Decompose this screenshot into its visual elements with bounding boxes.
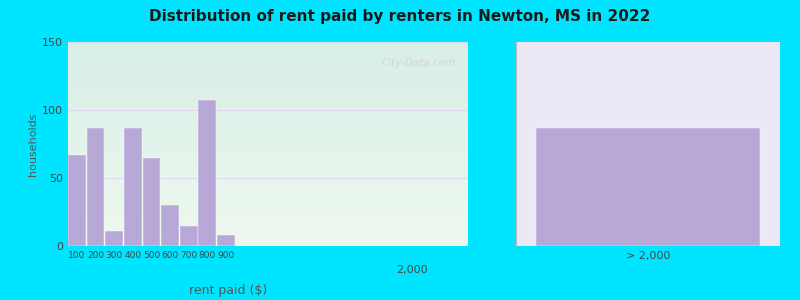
Text: 2,000: 2,000 bbox=[396, 266, 428, 275]
Y-axis label: households: households bbox=[28, 112, 38, 176]
Bar bbox=[106, 231, 123, 246]
Bar bbox=[180, 226, 198, 246]
Text: City-Data.com: City-Data.com bbox=[382, 58, 456, 68]
Bar bbox=[162, 205, 179, 246]
Bar bbox=[217, 235, 234, 246]
Text: Distribution of rent paid by renters in Newton, MS in 2022: Distribution of rent paid by renters in … bbox=[150, 9, 650, 24]
Bar bbox=[198, 100, 216, 246]
Bar bbox=[536, 128, 760, 246]
Bar bbox=[86, 128, 105, 246]
Bar bbox=[142, 158, 160, 246]
Bar bbox=[124, 128, 142, 246]
Bar bbox=[68, 155, 86, 246]
Text: rent paid ($): rent paid ($) bbox=[189, 284, 267, 297]
